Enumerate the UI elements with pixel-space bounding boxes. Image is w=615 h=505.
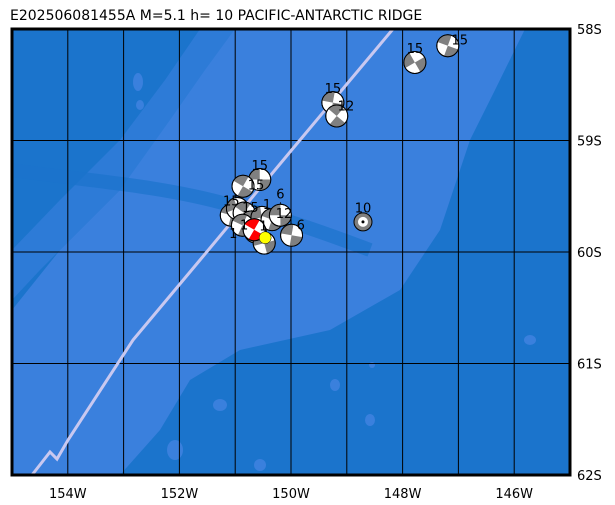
focal-mechanism bbox=[231, 174, 255, 198]
axis-labels: 154W 152W 150W 148W 146W 58S 59S 60S 61S 62S bbox=[49, 23, 602, 502]
beachball-border bbox=[403, 50, 427, 74]
seamount bbox=[167, 440, 183, 460]
depth-label: 15 bbox=[452, 33, 469, 48]
latitude-label: 60S bbox=[577, 246, 602, 261]
compression-quadrant bbox=[233, 175, 249, 187]
depth-label: 1 bbox=[263, 198, 271, 213]
depth-label: 6 bbox=[276, 188, 284, 203]
beachball-border bbox=[242, 218, 266, 242]
seamount bbox=[524, 335, 536, 345]
focal-mechanism bbox=[436, 34, 460, 58]
graticule bbox=[12, 29, 570, 475]
latitude-label: 61S bbox=[577, 358, 602, 373]
depth-label: 15 bbox=[248, 179, 265, 194]
depth-label: 15 bbox=[325, 82, 342, 97]
depth-label: 1 bbox=[259, 219, 267, 234]
depth-label: 15 bbox=[223, 195, 240, 210]
compression-quadrant bbox=[237, 186, 253, 198]
longitude-label: 146W bbox=[495, 487, 533, 502]
compression-quadrant bbox=[328, 104, 344, 116]
focal-mechanism bbox=[353, 212, 373, 232]
depth-label: 1 bbox=[240, 218, 248, 233]
compression-quadrant bbox=[250, 206, 262, 220]
seamount bbox=[254, 459, 266, 471]
compression-quadrant bbox=[269, 204, 281, 216]
longitude-label: 152W bbox=[161, 487, 199, 502]
beachball-border bbox=[231, 174, 255, 198]
compression-quadrant bbox=[280, 215, 292, 227]
compression-quadrant bbox=[235, 201, 251, 213]
seamount bbox=[213, 399, 227, 411]
focal-mechanism bbox=[280, 223, 304, 247]
latitude-label: 62S bbox=[577, 469, 602, 484]
depth-label: 12 bbox=[338, 99, 355, 114]
seamount bbox=[136, 100, 144, 110]
compression-quadrant bbox=[232, 214, 248, 226]
compression-quadrant bbox=[289, 235, 303, 247]
depth-label: 15 bbox=[251, 159, 268, 174]
latitude-label: 58S bbox=[577, 23, 602, 38]
seamount bbox=[133, 73, 143, 91]
focal-mechanism bbox=[325, 104, 349, 128]
plate-boundary-ridge bbox=[30, 28, 395, 476]
longitude-label: 150W bbox=[272, 487, 310, 502]
compression-quadrant bbox=[403, 52, 415, 68]
epicenter-marker bbox=[258, 231, 272, 244]
compression-quadrant bbox=[244, 218, 260, 230]
seamount bbox=[365, 414, 375, 426]
compression-quadrant bbox=[414, 56, 426, 72]
beachball-border bbox=[280, 223, 304, 247]
beachball-border bbox=[325, 104, 349, 128]
depth-label: 1 bbox=[229, 227, 237, 242]
compression-quadrant bbox=[322, 91, 335, 103]
depth-label: 10 bbox=[355, 201, 372, 216]
depth-label: 12 bbox=[276, 207, 293, 222]
compression-quadrant bbox=[259, 179, 271, 191]
beachball-dot bbox=[361, 220, 365, 224]
longitude-label: 154W bbox=[49, 487, 87, 502]
map-title: E202506081455A M=5.1 h= 10 PACIFIC-ANTAR… bbox=[10, 8, 422, 24]
seamount bbox=[330, 379, 340, 391]
seamount bbox=[369, 362, 375, 368]
depth-label: 15 bbox=[407, 42, 424, 57]
compression-quadrant bbox=[248, 168, 260, 180]
latitude-label: 59S bbox=[577, 135, 602, 150]
longitude-label: 148W bbox=[384, 487, 422, 502]
depth-label: 6 bbox=[297, 219, 305, 234]
beachball-border bbox=[436, 34, 460, 58]
focal-mechanism bbox=[403, 50, 427, 74]
depth-label: 15 bbox=[242, 201, 259, 216]
compression-quadrant bbox=[329, 115, 346, 127]
map-frame bbox=[10, 27, 572, 477]
compression-quadrant bbox=[280, 224, 294, 236]
